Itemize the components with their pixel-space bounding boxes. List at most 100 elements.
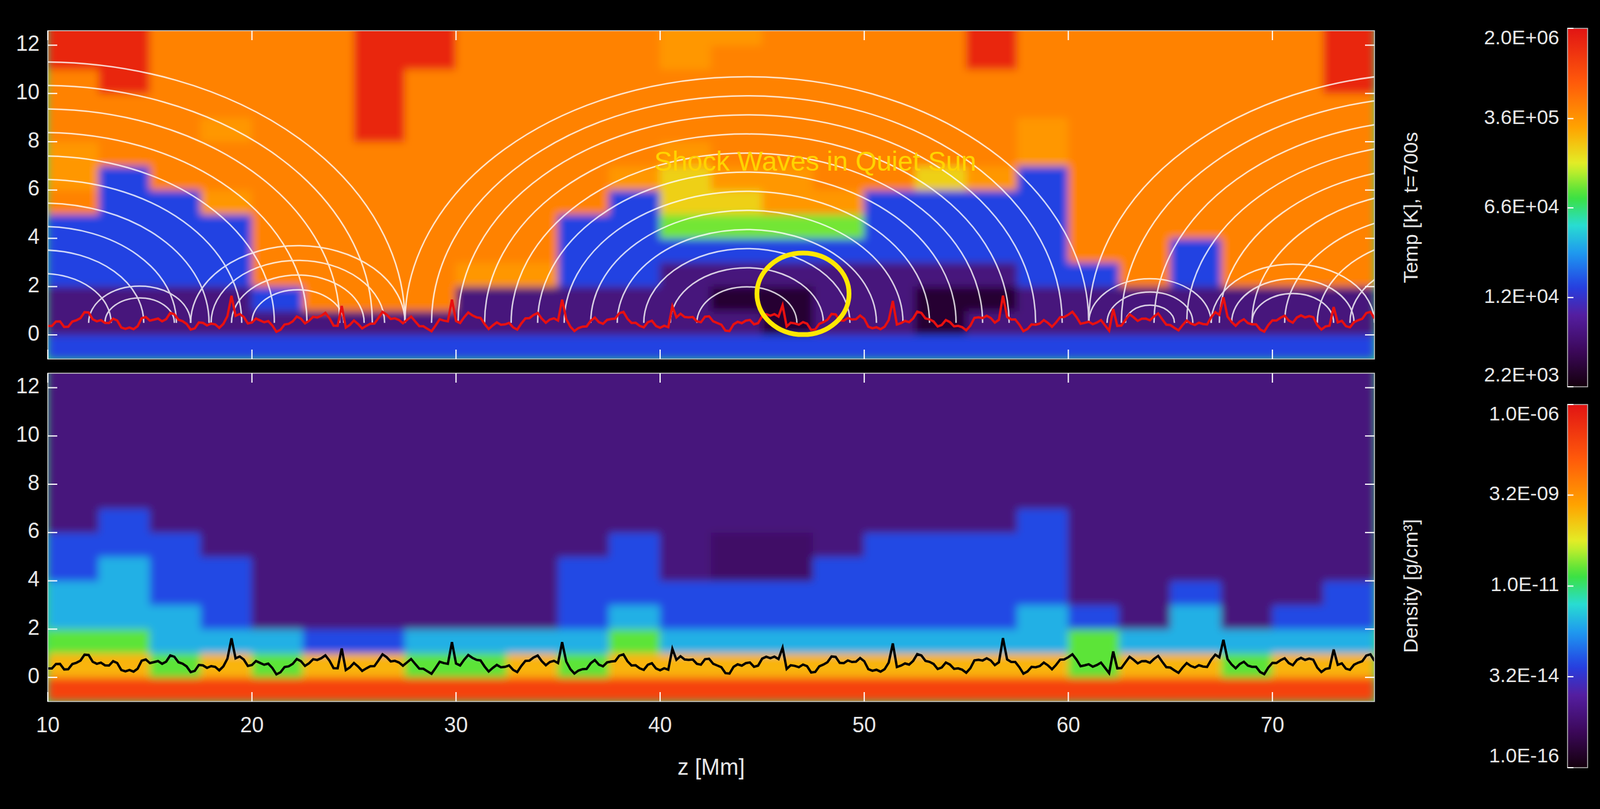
heatmap-cell [761,44,813,70]
heatmap-cell [302,334,355,359]
heatmap-cell [455,286,508,312]
field-line [537,172,957,323]
heatmap-cell [660,484,712,509]
plot-area [47,373,1375,702]
heatmap-cell [200,507,253,533]
heatmap-cell [863,677,916,702]
heatmap-cell [353,411,406,437]
heatmap-cell [863,387,916,413]
heatmap-cell [1118,387,1171,413]
heatmap-cell [302,459,355,485]
heatmap-cell [710,580,763,606]
y-tick [1365,141,1375,143]
heatmap-cell [915,484,967,509]
heatmap-cell [1272,165,1324,191]
heatmap-cell [863,580,916,606]
x-tick [47,349,49,359]
heatmap-cell [506,387,558,413]
x-tick-label: 70 [1260,712,1285,737]
heatmap-cell [47,628,100,654]
heatmap-cell [965,556,1018,581]
colorbar-tick-label: 1.0E-06 [1489,402,1560,425]
heatmap-cell [1170,531,1222,557]
heatmap-cell [1170,556,1222,581]
heatmap-cell [915,459,967,485]
heatmap-cell [98,459,150,485]
heatmap-cell [660,387,712,413]
heatmap-cell [1068,44,1120,70]
x-tick [863,691,865,702]
y-tick-label: 0 [27,321,40,346]
heatmap-cell [812,604,865,630]
field-line [1088,278,1211,323]
colorbar-tick [1567,585,1574,587]
heatmap-cell [455,141,508,167]
field-line [47,85,373,323]
heatmap-cell [710,69,763,94]
heatmap-cell [47,387,100,413]
heatmap-cell [557,30,610,46]
heatmap-cell [506,262,558,287]
heatmap-cell [455,435,508,461]
y-tick-label: 6 [27,518,40,543]
heatmap-cell [812,459,865,485]
annotation: Shock Waves in Quiet Sun [654,145,976,177]
heatmap-cell [149,459,201,485]
x-tick [1067,349,1069,359]
heatmap-cell [404,556,456,581]
heatmap-cell [200,484,253,509]
heatmap-cell [1323,237,1375,263]
y-tick [47,628,58,630]
heatmap-cell [251,580,303,606]
heatmap-cell [353,93,406,119]
heatmap-cell [1323,30,1375,46]
heatmap-cell [506,334,558,359]
heatmap-cell [1068,117,1120,143]
heatmap-cell [47,286,100,312]
heatmap-cell [1170,93,1222,119]
x-tick [659,30,661,41]
heatmap-cell [812,677,865,702]
heatmap-cell [710,531,763,557]
heatmap-cell [251,69,303,94]
heatmap-cell [608,286,661,312]
heatmap-cell [1272,69,1324,94]
heatmap-cell [1068,69,1120,94]
heatmap-cell [1118,556,1171,581]
heatmap-cell [812,531,865,557]
heatmap-cell [47,373,100,388]
heatmap-cell [47,556,100,581]
heatmap-cell [251,531,303,557]
heatmap-cell [1170,484,1222,509]
heatmap-cell [1220,69,1273,94]
heatmap-cell [1068,334,1120,359]
heatmap-cell [1220,556,1273,581]
colorbar-tick [1567,27,1574,29]
heatmap-cell [557,459,610,485]
heatmap-cell [353,44,406,70]
heatmap-cell [557,387,610,413]
heatmap-cell [660,652,712,678]
heatmap-cell [1118,507,1171,533]
heatmap-cell [557,237,610,263]
heatmap-cell [1068,628,1120,654]
heatmap-cell [353,507,406,533]
heatmap-cell [200,604,253,630]
colorbar-tick-label: 3.2E-14 [1489,663,1560,687]
heatmap-cell [506,411,558,437]
heatmap-cell [1272,459,1324,485]
heatmap-cell [1118,373,1171,388]
heatmap-cell [353,628,406,654]
heatmap-cell [1170,459,1222,485]
heatmap-cell [251,373,303,388]
y-tick [1365,676,1375,678]
heatmap-cell [761,435,813,461]
heatmap-cell [506,628,558,654]
heatmap-cell [404,507,456,533]
heatmap-cell [863,262,916,287]
heatmap-cell [1118,237,1171,263]
heatmap-cell [149,580,201,606]
heatmap-cell [915,411,967,437]
y-tick [1365,387,1375,389]
colorbar-tick-label: 3.2E-09 [1489,481,1560,505]
